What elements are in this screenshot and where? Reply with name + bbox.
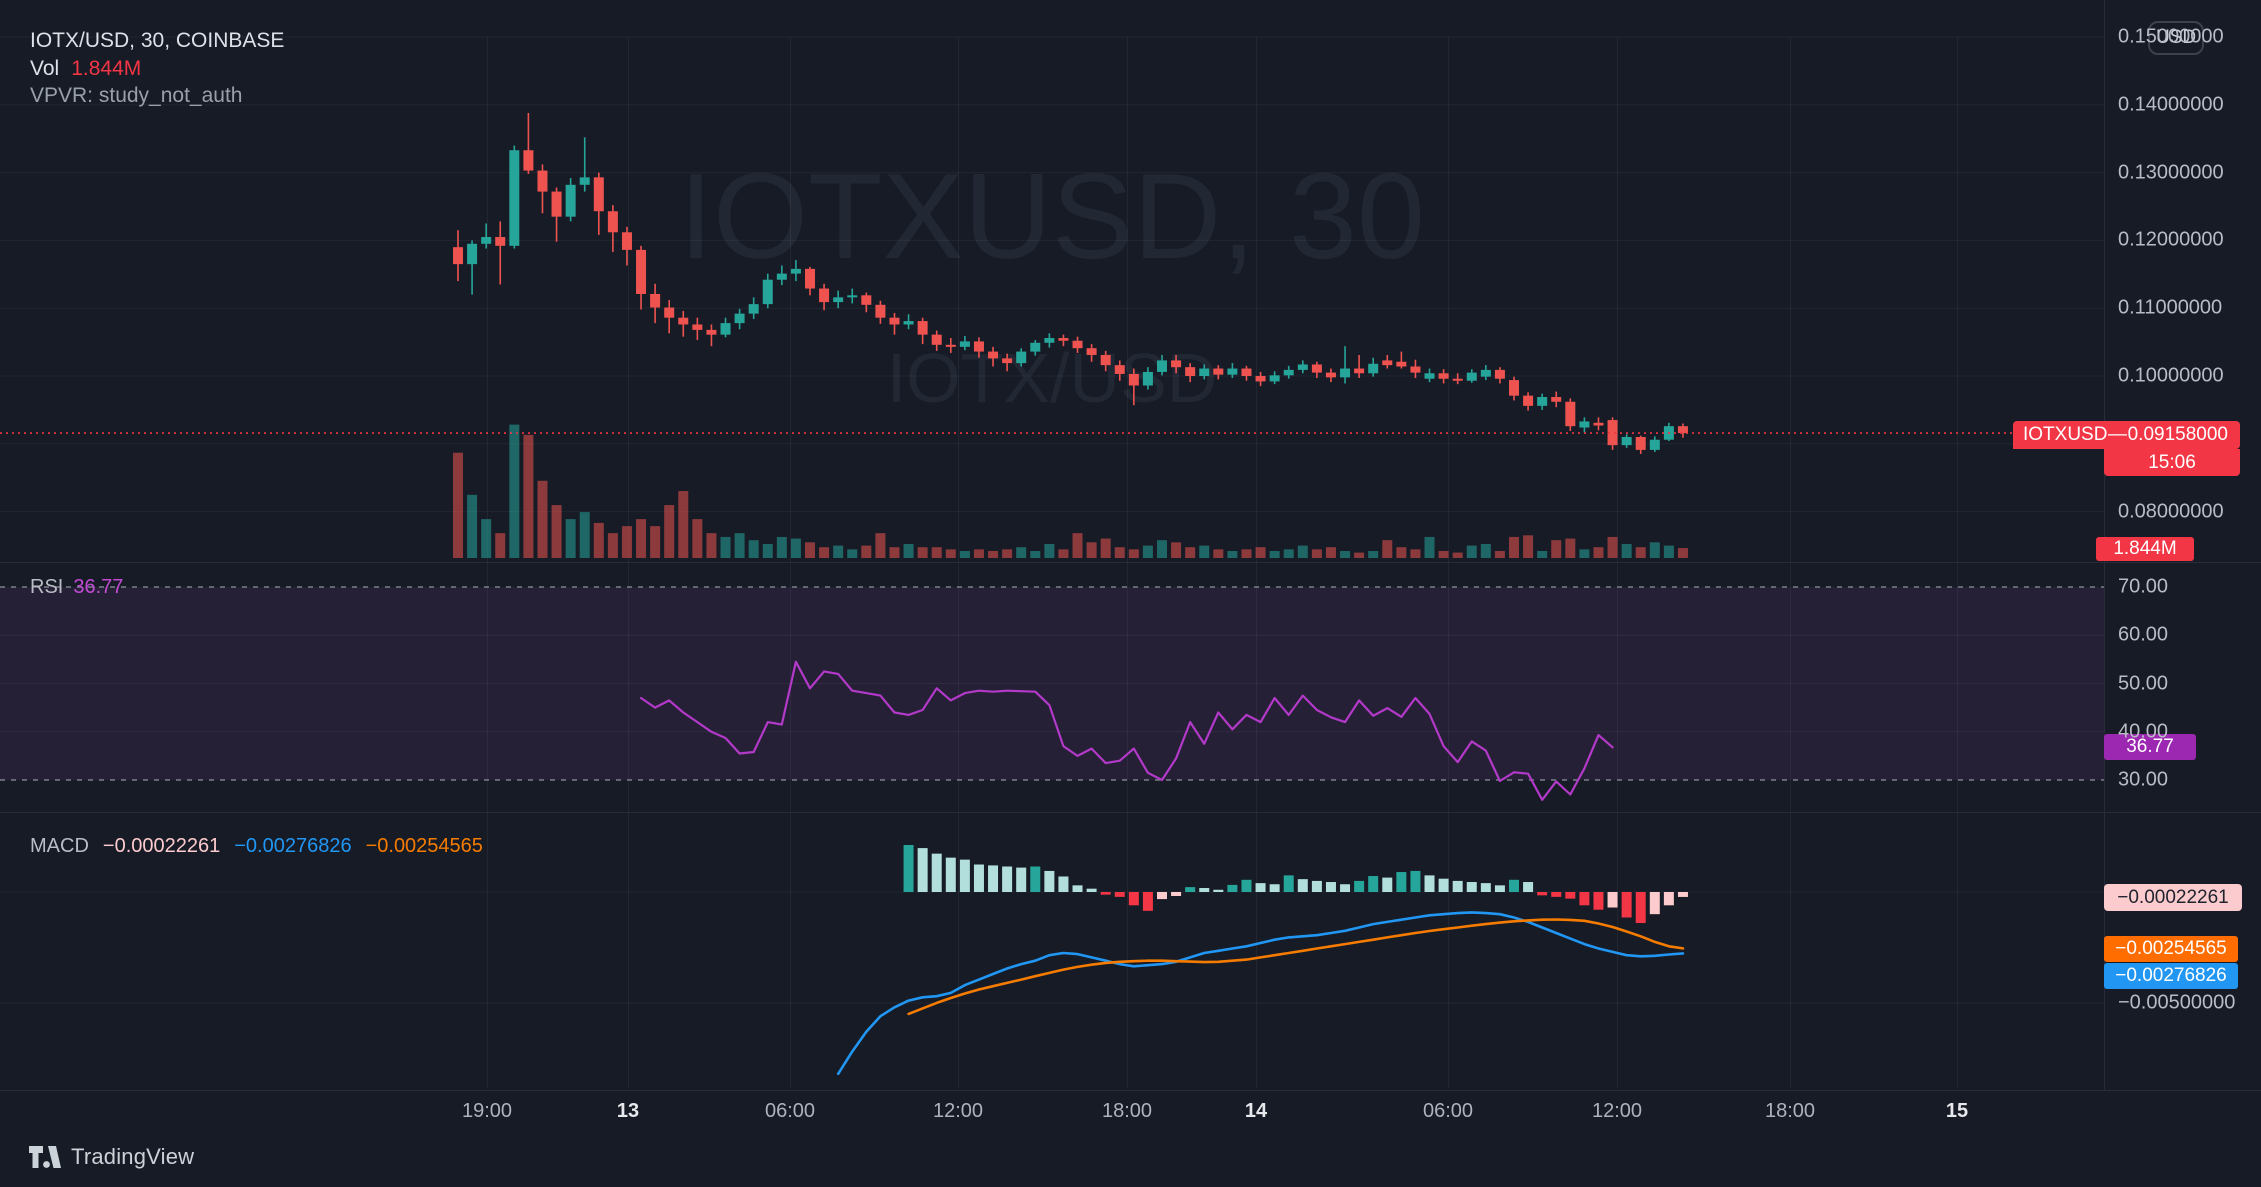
tradingview-logo-icon [29, 1146, 61, 1168]
pane-separator[interactable] [0, 812, 2261, 813]
symbol-legend[interactable]: IOTX/USD, 30, COINBASE [30, 29, 284, 53]
last-price-row: IOTXUSD — 0.09158000 [2013, 421, 2240, 449]
currency-button-usd[interactable]: USD [2148, 21, 2204, 55]
price-axis-label: 0.14000000 [2118, 93, 2224, 116]
vpvr-status: VPVR: study_not_auth [30, 84, 243, 107]
price-axis-label: 0.08000000 [2118, 500, 2224, 523]
time-tick-hour: 06:00 [764, 1100, 816, 1122]
price-axis-label: 0.15000000 [2118, 25, 2224, 48]
price-axis-label: 0.11000000 [2118, 296, 2223, 319]
time-tick-day: 14 [1244, 1100, 1268, 1122]
time-tick-hour: 12:00 [932, 1100, 984, 1122]
time-tick-hour: 18:00 [1101, 1100, 1153, 1122]
rsi-pane[interactable] [0, 562, 2104, 812]
symbol-title[interactable]: IOTX/USD, 30, COINBASE [30, 29, 285, 52]
volume-value: 1.844M [71, 57, 142, 80]
time-tick-hour: 19:00 [461, 1100, 513, 1122]
tradingview-logo[interactable]: TradingView [28, 1144, 194, 1170]
rsi-legend[interactable]: RSI 36.77 [30, 575, 123, 599]
macd-label: MACD [30, 835, 89, 857]
last-price-dash: — [2108, 424, 2128, 445]
main-price-pane[interactable] [0, 0, 2104, 562]
macd-line-value: −0.00276826 [234, 835, 352, 857]
time-tick-hour: 06:00 [1422, 1100, 1474, 1122]
currency-button-label: USD [2155, 27, 2197, 48]
watermark-symbol: IOTXUSD, 30 [679, 148, 1425, 284]
rsi-label: RSI [30, 576, 64, 598]
macd-axis-label: −0.00500000 [2118, 991, 2236, 1014]
tradingview-logo-text: TradingView [71, 1144, 195, 1169]
rsi-axis-label: 70.00 [2118, 575, 2169, 598]
volume-axis-tag: 1.844M [2096, 537, 2194, 561]
volume-legend[interactable]: Vol 1.844M [30, 57, 141, 81]
rsi-axis-label: 60.00 [2118, 623, 2169, 646]
rsi-value: 36.77 [73, 576, 124, 598]
time-tick-hour: 18:00 [1764, 1100, 1816, 1122]
last-price-tag: IOTXUSD — 0.09158000 15:06 [2013, 421, 2240, 476]
pane-separator[interactable] [0, 562, 2261, 563]
time-tick-day: 13 [616, 1100, 640, 1122]
time-tick-hour: 12:00 [1591, 1100, 1643, 1122]
time-axis-separator [0, 1090, 2261, 1091]
macd-hist-axis-badge: −0.00022261 [2104, 884, 2242, 911]
rsi-axis-label: 30.00 [2118, 768, 2169, 791]
macd-legend[interactable]: MACD −0.00022261 −0.00276826 −0.00254565 [30, 834, 483, 858]
macd-hist-value: −0.00022261 [102, 835, 221, 857]
watermark-pair: IOTX/USD [887, 339, 1218, 417]
rsi-axis-badge: 36.77 [2104, 734, 2196, 761]
rsi-axis-label: 50.00 [2118, 672, 2169, 694]
macd-signal-axis-badge: −0.00254565 [2104, 936, 2238, 962]
last-price-value: 0.09158000 [2127, 424, 2228, 445]
price-axis-label: 0.10000000 [2118, 364, 2224, 387]
macd-line-axis-badge: −0.00276826 [2104, 963, 2238, 989]
vpvr-legend[interactable]: VPVR: study_not_auth [30, 84, 242, 108]
rsi-axis-label: 40.00 [2118, 720, 2169, 743]
price-axis-label: 0.12000000 [2118, 228, 2224, 251]
price-axis-label: 0.13000000 [2118, 161, 2224, 184]
volume-label: Vol [30, 57, 60, 80]
time-tick-day: 15 [1945, 1100, 1969, 1122]
bar-countdown: 15:06 [2104, 449, 2240, 476]
last-price-symbol: IOTXUSD [2023, 424, 2108, 445]
macd-signal-value: −0.00254565 [365, 835, 483, 857]
